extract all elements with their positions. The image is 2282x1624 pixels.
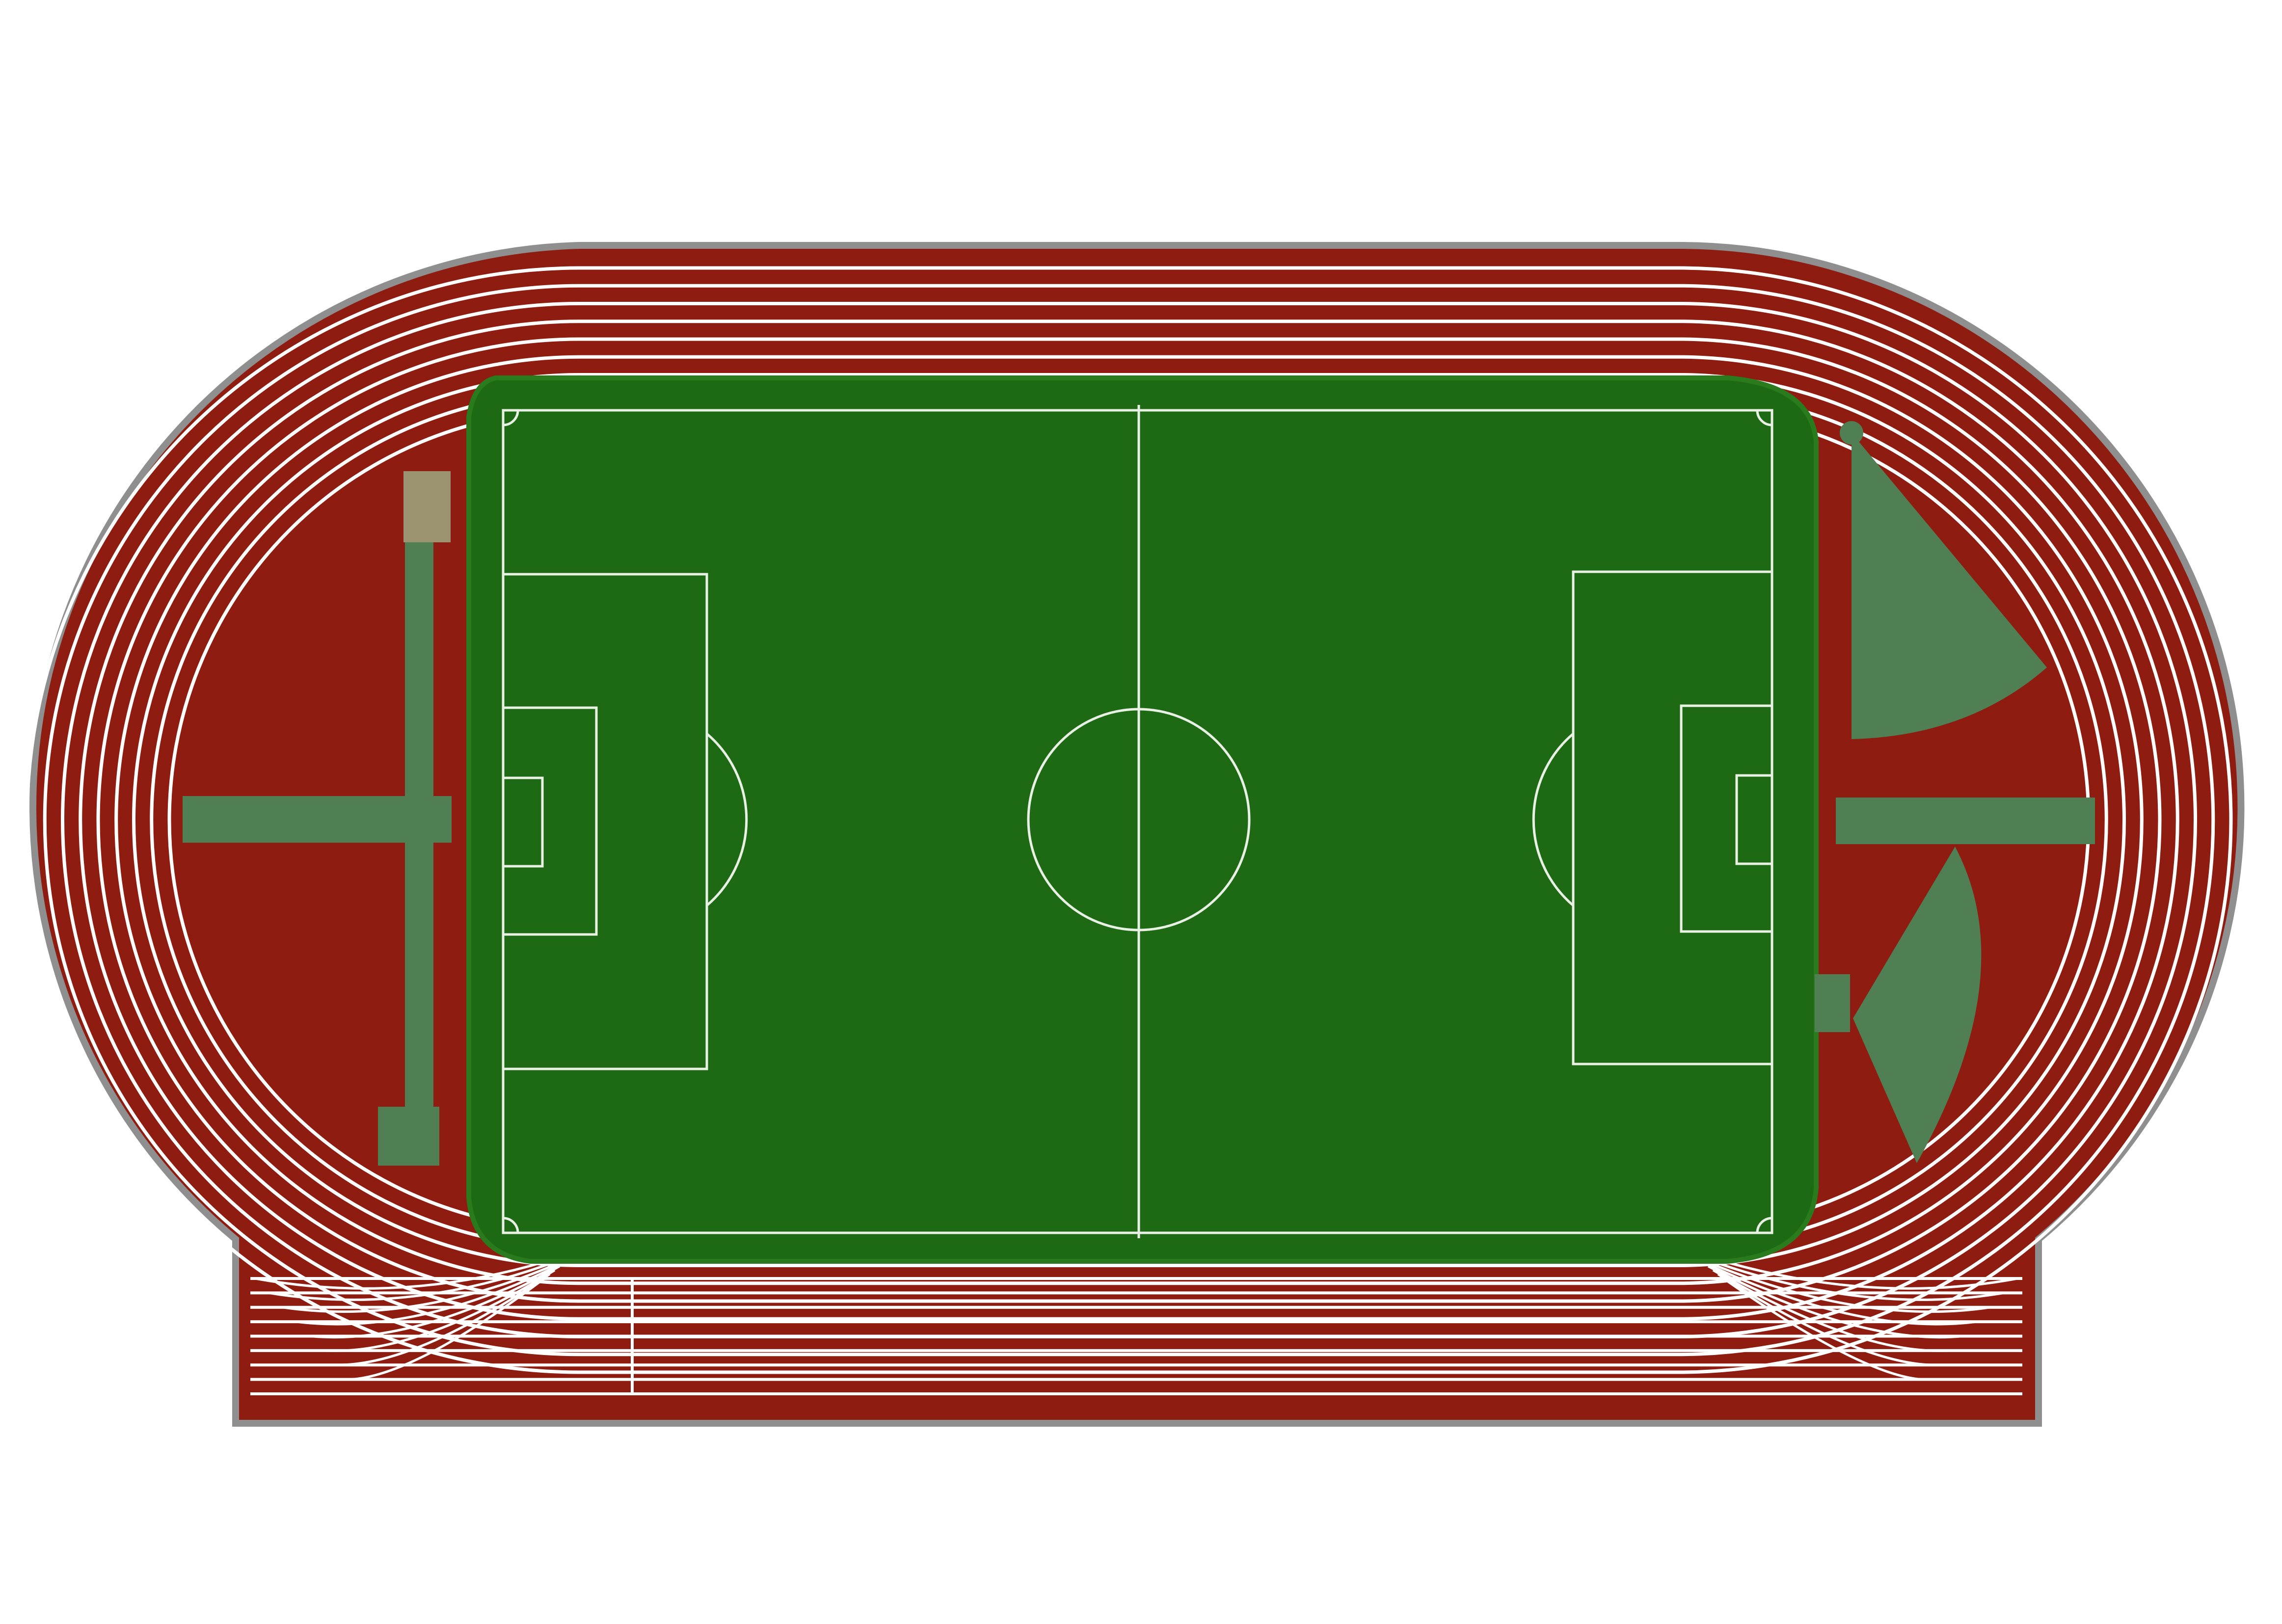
lane-line (96, 337, 2162, 1303)
right-goal (1735, 774, 1773, 865)
start-curve (255, 1249, 580, 1290)
pitch-markings (502, 405, 1773, 1238)
start-curve (1702, 1261, 1977, 1326)
right-field-events (1815, 421, 2095, 1163)
start-curve (310, 1265, 561, 1339)
center-circle (1027, 708, 1251, 932)
lane-line (132, 373, 2126, 1267)
corner-arc-top-left (503, 410, 519, 426)
left-penalty-arc (706, 733, 748, 906)
start-curve (1698, 1257, 1990, 1313)
start-curve (1722, 1277, 1922, 1381)
shot-put-sector (1853, 847, 1982, 1163)
javelin-runway (1836, 798, 2095, 844)
long-jump-pit (378, 1107, 439, 1166)
start-curve (1688, 1249, 2018, 1290)
start-curve (1717, 1273, 1935, 1366)
start-curve (1712, 1269, 1949, 1352)
running-lanes (25, 266, 2233, 1374)
lane-line (43, 284, 2215, 1357)
lane-line (79, 319, 2179, 1321)
triple-jump-runway (183, 796, 452, 843)
pitch-surface (466, 375, 1819, 1264)
staggered-start-curves (255, 1249, 2018, 1381)
left-goal (502, 776, 544, 868)
start-curve (337, 1273, 551, 1366)
start-curve (296, 1261, 565, 1326)
lane-line (25, 266, 2233, 1374)
long-jump-pad (403, 471, 451, 542)
football-pitch (466, 375, 1819, 1264)
lane-line (114, 355, 2144, 1285)
start-curve (1707, 1265, 1963, 1339)
start-curve (1693, 1253, 2004, 1301)
start-curve (351, 1277, 546, 1381)
corner-arc-bottom-left (503, 1217, 519, 1233)
sprint-straight-lanes (250, 1277, 2022, 1395)
shot-put-circle-pad (1815, 974, 1850, 1032)
left-field-events (183, 471, 452, 1166)
right-penalty-arc (1532, 733, 1574, 906)
start-curve (282, 1257, 570, 1313)
start-curve (268, 1253, 575, 1301)
start-curve (323, 1269, 556, 1352)
corner-arc-top-right (1756, 410, 1772, 426)
high-jump-fan (1852, 433, 2047, 739)
corner-arc-bottom-right (1756, 1217, 1772, 1233)
